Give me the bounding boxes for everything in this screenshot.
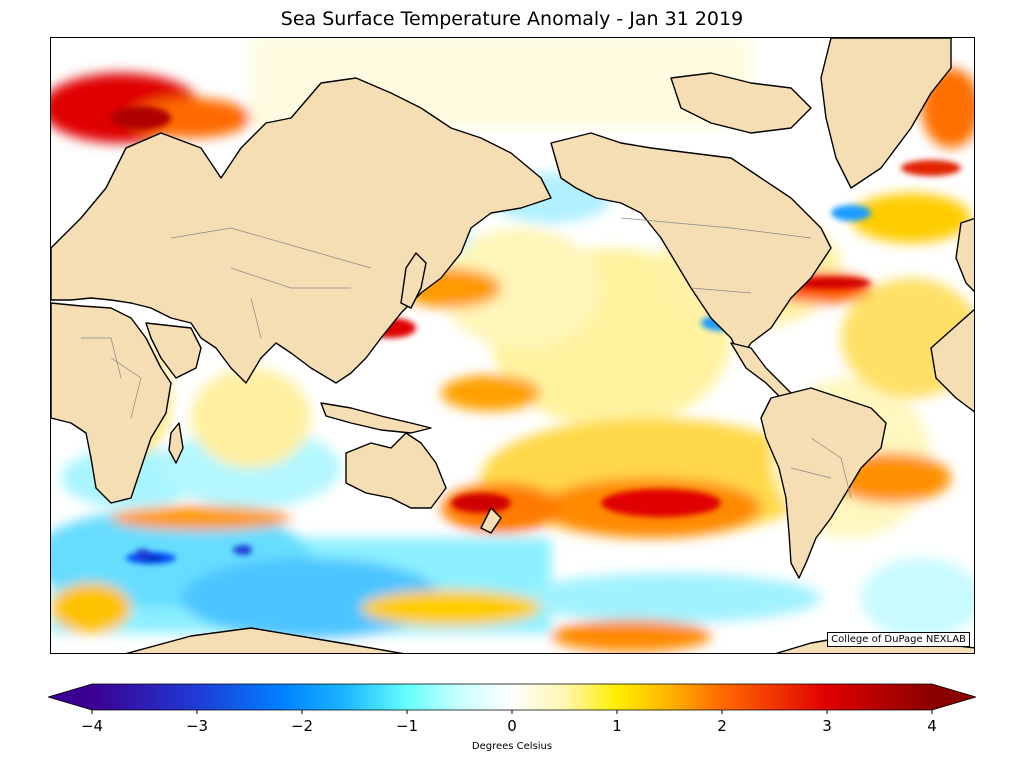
anomaly-patch xyxy=(135,549,151,559)
map-canvas xyxy=(51,38,974,653)
credit-label: College of DuPage NEXLAB xyxy=(827,632,970,647)
land-europe-west xyxy=(955,217,974,292)
land-arabia xyxy=(145,322,202,379)
border-line xyxy=(810,437,852,499)
colorbar-tick-label: 2 xyxy=(717,717,727,735)
colorbar-tick-label: −3 xyxy=(186,717,208,735)
border-line xyxy=(170,227,372,269)
anomaly-patch xyxy=(111,506,291,530)
anomaly-patch xyxy=(361,590,541,626)
border-line xyxy=(250,297,262,339)
anomaly-patch xyxy=(441,228,601,348)
border-line xyxy=(110,357,142,419)
anomaly-patch xyxy=(601,489,721,517)
anomaly-patch xyxy=(181,558,441,638)
colorbar-tick-label: 1 xyxy=(612,717,622,735)
land-new-zealand xyxy=(480,507,502,534)
anomaly-patch xyxy=(236,545,252,555)
land-indonesia xyxy=(320,402,432,434)
map-title: Sea Surface Temperature Anomaly - Jan 31… xyxy=(280,8,744,30)
colorbar-tick-label: −2 xyxy=(291,717,313,735)
border-line xyxy=(230,267,351,289)
colorbar-tick-label: −1 xyxy=(396,717,418,735)
land-antarctica xyxy=(125,627,404,653)
colorbar-tick-label: 3 xyxy=(822,717,832,735)
anomaly-patch xyxy=(441,375,541,411)
anomaly-patch xyxy=(791,277,871,289)
anomaly-patch xyxy=(831,205,871,221)
land-south-america xyxy=(760,387,887,579)
land-masses xyxy=(51,38,974,653)
anomaly-patch xyxy=(521,573,821,623)
border-line xyxy=(81,337,122,379)
anomaly-patch xyxy=(111,106,171,130)
colorbar-ticks: −4 −3 −2 −1 0 1 2 3 4 xyxy=(81,710,937,735)
land-north-america xyxy=(550,132,832,359)
border-line xyxy=(620,217,812,239)
land-africa-east-edge xyxy=(930,308,974,413)
land-greenland xyxy=(820,38,952,189)
anomaly-patch xyxy=(901,160,961,176)
colorbar-body xyxy=(48,683,976,711)
colorbar-tick-label: 4 xyxy=(927,717,937,735)
political-borders xyxy=(81,217,852,499)
land-africa xyxy=(51,302,172,504)
sst-anomaly-map: College of DuPage NEXLAB xyxy=(50,37,975,654)
colorbar-tick-label: −4 xyxy=(81,717,103,735)
anomaly-patch xyxy=(131,98,251,138)
anomaly-patch xyxy=(551,620,711,652)
land-australia xyxy=(345,432,447,509)
colorbar: −4 −3 −2 −1 0 1 2 3 4 xyxy=(48,683,976,735)
colorbar-tick-label: 0 xyxy=(507,717,517,735)
anomaly-patch xyxy=(851,193,971,243)
colorbar-label: Degrees Celsius xyxy=(471,741,553,752)
border-line xyxy=(790,467,832,479)
anomaly-patch xyxy=(861,558,974,638)
land-arctic-islands xyxy=(670,72,812,134)
border-line xyxy=(690,287,752,294)
land-madagascar xyxy=(168,422,184,464)
anomaly-patch xyxy=(191,368,311,468)
land-japan xyxy=(400,252,427,309)
anomaly-patch xyxy=(51,583,131,633)
land-eurasia xyxy=(51,77,552,384)
anomaly-patch xyxy=(451,493,511,513)
